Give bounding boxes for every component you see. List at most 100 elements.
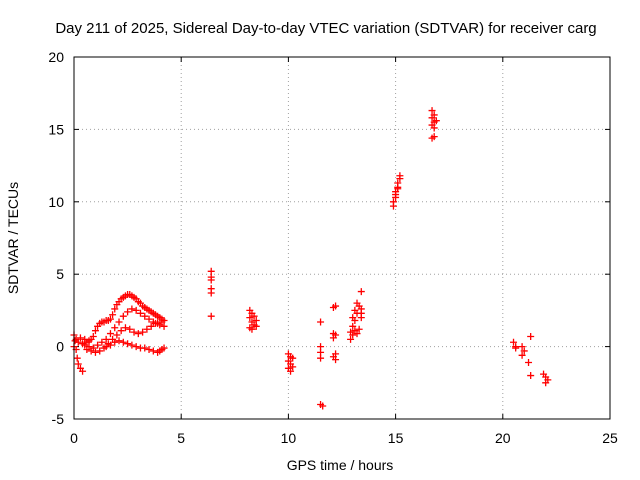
data-point: [115, 337, 123, 345]
data-point: [527, 332, 535, 340]
data-point: [145, 345, 153, 353]
data-point: [130, 328, 138, 336]
x-tick-label: 15: [388, 430, 404, 446]
y-tick-label: -5: [52, 411, 65, 427]
data-point: [145, 315, 153, 323]
data-point: [91, 327, 99, 335]
data-point: [207, 289, 215, 297]
data-point: [428, 107, 436, 115]
data-point: [91, 348, 99, 356]
data-point: [128, 305, 136, 313]
data-point: [542, 379, 550, 387]
data-point: [119, 338, 127, 346]
data-point: [111, 305, 119, 313]
data-point: [430, 124, 438, 132]
data-point: [357, 314, 365, 322]
data-point: [111, 338, 119, 346]
data-point: [347, 328, 355, 336]
data-point: [102, 343, 110, 351]
data-point: [109, 311, 117, 319]
data-point: [527, 372, 535, 380]
data-point: [141, 344, 149, 352]
data-point: [317, 318, 325, 326]
data-point: [119, 312, 127, 320]
data-point: [518, 343, 526, 351]
data-point: [287, 367, 295, 375]
data-point: [332, 356, 340, 364]
data-point: [246, 314, 254, 322]
data-point: [73, 354, 81, 362]
data-point: [121, 324, 129, 332]
y-tick-label: 15: [48, 121, 64, 137]
data-point: [160, 344, 168, 352]
data-point: [156, 321, 164, 329]
data-point: [394, 185, 402, 193]
data-point: [132, 343, 140, 351]
data-points: [70, 107, 552, 410]
data-point: [510, 338, 518, 346]
data-point: [117, 327, 125, 335]
x-axis-label: GPS time / hours: [287, 457, 394, 473]
y-tick-label: 5: [56, 266, 64, 282]
data-point: [87, 347, 95, 355]
y-tick-label: 20: [48, 49, 64, 65]
data-point: [347, 335, 355, 343]
data-point: [207, 312, 215, 320]
y-tick-label: 0: [56, 339, 64, 355]
data-point: [111, 324, 119, 332]
data-point: [124, 340, 132, 348]
data-point: [98, 338, 106, 346]
data-point: [432, 117, 440, 125]
data-point: [151, 319, 159, 327]
data-point: [250, 312, 258, 320]
data-point: [113, 331, 121, 339]
data-point: [106, 330, 114, 338]
plot-frame: [73, 56, 611, 420]
data-point: [525, 359, 533, 367]
data-point: [79, 367, 87, 375]
data-point: [428, 114, 436, 122]
data-point: [74, 338, 82, 346]
data-point: [89, 332, 97, 340]
y-axis-label: SDTVAR / TECUs: [5, 182, 21, 294]
data-point: [83, 345, 91, 353]
data-point: [289, 354, 297, 362]
data-point: [351, 306, 359, 314]
data-point: [106, 341, 114, 349]
x-tick-label: 25: [602, 430, 618, 446]
x-tick-label: 5: [177, 430, 185, 446]
data-point: [124, 308, 132, 316]
data-point: [518, 351, 526, 359]
data-point: [96, 347, 104, 355]
data-point: [94, 341, 102, 349]
data-point: [349, 314, 357, 322]
data-point: [289, 363, 297, 371]
y-tick-label: 10: [48, 194, 64, 210]
x-tick-label: 10: [281, 430, 297, 446]
data-point: [134, 330, 142, 338]
data-point: [353, 330, 361, 338]
data-point: [74, 360, 82, 368]
data-point: [115, 318, 123, 326]
data-point: [389, 198, 397, 206]
data-point: [329, 334, 337, 342]
axis-ticks: 0 5 10 15 20 25 -5 0 5 10 15 20: [48, 49, 618, 446]
data-point: [160, 322, 168, 330]
data-point: [252, 317, 260, 325]
data-point: [317, 354, 325, 362]
data-point: [147, 322, 155, 330]
data-point: [392, 191, 400, 199]
data-point: [207, 276, 215, 284]
data-point: [349, 322, 357, 330]
data-point: [126, 325, 134, 333]
data-point: [106, 315, 114, 323]
data-point: [357, 288, 365, 296]
data-point: [246, 324, 254, 332]
data-point: [71, 337, 79, 345]
data-point: [76, 334, 84, 342]
x-tick-label: 20: [495, 430, 511, 446]
chart-title: Day 211 of 2025, Sidereal Day-to-day VTE…: [55, 20, 596, 37]
data-point: [102, 335, 110, 343]
data-point: [149, 347, 157, 355]
